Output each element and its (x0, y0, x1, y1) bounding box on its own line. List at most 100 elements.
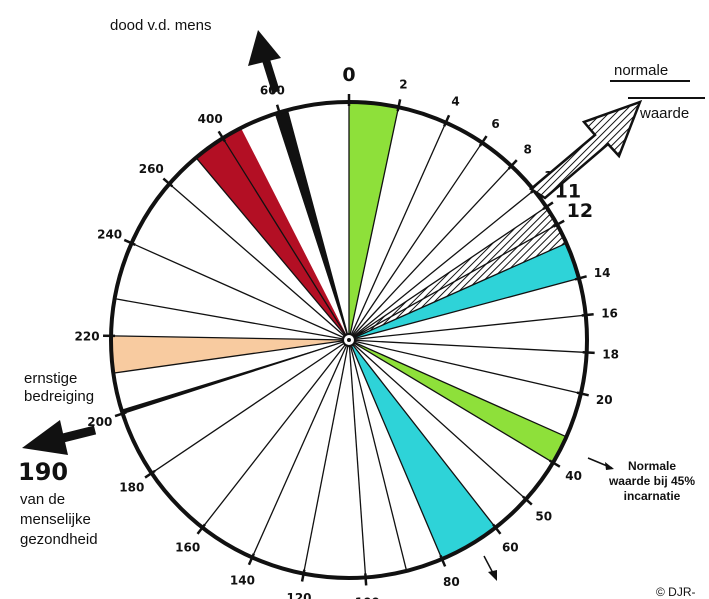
spoke (348, 122, 447, 341)
tick-mark (439, 554, 447, 567)
tick-mark (574, 275, 587, 281)
spoke (348, 242, 567, 341)
tick-label: 160 (175, 540, 200, 554)
spoke (113, 339, 350, 374)
normal-value-label-1: normale (614, 62, 668, 79)
normal-value-arrow (528, 99, 643, 200)
spoke (348, 339, 408, 572)
small-arrow-80 (483, 555, 497, 581)
tick-mark (123, 238, 136, 246)
tick-mark (443, 114, 451, 127)
normal45-label-3: incarnatie (624, 489, 681, 503)
spoke (302, 339, 350, 574)
spoke (348, 339, 582, 395)
tick-label: 60 (502, 540, 519, 554)
spoke (348, 339, 567, 438)
spoke (151, 339, 350, 474)
spoke (286, 109, 350, 341)
spoke (348, 339, 554, 464)
health-label-2: menselijke (20, 511, 91, 528)
tick-mark (396, 99, 402, 112)
tick-mark (300, 569, 306, 582)
tick-mark (542, 201, 554, 211)
dial-hub-dot (347, 338, 351, 342)
tick-mark (144, 469, 156, 479)
spoke (114, 298, 350, 341)
sector-cyan (349, 340, 496, 560)
threat-arrow (22, 420, 97, 455)
tick-mark (492, 523, 502, 535)
spoke (168, 183, 350, 341)
spoke (348, 339, 587, 354)
tick-mark (275, 104, 282, 117)
tick-label: 100 (355, 595, 380, 599)
tick-label: 18 (602, 348, 619, 362)
sector-green (349, 340, 567, 463)
spoke (131, 242, 350, 341)
tick-label: 50 (535, 509, 552, 523)
tick-label: 220 (75, 329, 100, 343)
tick-mark (553, 219, 565, 228)
spoke (348, 206, 547, 341)
tick-label: 16 (601, 307, 618, 321)
tick-label: 80 (443, 575, 460, 589)
tick-mark (217, 130, 227, 143)
tick-label: 8 (524, 142, 532, 156)
tick-label: 200 (87, 415, 112, 429)
tick-mark (114, 411, 127, 418)
tick-label: 120 (286, 591, 311, 599)
tick-label: 0 (342, 64, 355, 86)
tick-mark (548, 459, 561, 468)
tick-label: 180 (119, 481, 144, 495)
spoke-layer (111, 102, 587, 578)
spoke (348, 107, 400, 341)
tick-label: 20 (596, 393, 613, 407)
spoke (201, 339, 350, 528)
tick-label: 11 (555, 180, 581, 202)
sector-cyan (349, 243, 579, 340)
normal45-label-2: waarde bij 45% (608, 474, 695, 488)
tick-label: 14 (594, 266, 611, 280)
tick-label: 260 (139, 162, 164, 176)
threat-label-2: bedreiging (24, 388, 94, 405)
tick-label: 12 (567, 200, 593, 222)
sector-red (196, 127, 349, 340)
spoke (274, 113, 350, 341)
spoke (348, 314, 586, 341)
tick-mark (582, 350, 595, 355)
tick-label: 2 (399, 78, 407, 92)
tick-mark (162, 177, 174, 188)
threshold-label: 190 (18, 458, 68, 486)
spoke (348, 339, 527, 500)
tick-mark (364, 573, 368, 586)
sector-hatched (349, 206, 567, 340)
spoke (348, 165, 512, 341)
sector-peach (110, 335, 349, 374)
tick-mark (478, 135, 488, 147)
spoke (251, 339, 350, 558)
tick-label: 240 (97, 227, 122, 241)
spoke (222, 137, 350, 341)
tick-mark (507, 159, 518, 170)
tick-mark (576, 391, 589, 397)
tick-mark (522, 495, 533, 506)
threat-label-1: ernstige (24, 370, 77, 387)
normal-value-label-2: waarde (639, 105, 689, 122)
spoke (348, 142, 483, 341)
spoke (348, 277, 580, 341)
tick-label: 6 (491, 117, 499, 131)
tick-mark (581, 313, 594, 317)
spoke (348, 339, 443, 560)
normal45-pointer (587, 457, 614, 470)
health-label-1: van de (20, 491, 65, 508)
health-label-3: gezondheid (20, 531, 98, 548)
spoke (122, 339, 350, 415)
death-label: dood v.d. mens (110, 17, 211, 34)
spoke (111, 335, 350, 341)
death-arrow (248, 30, 281, 94)
tick-mark (196, 523, 206, 535)
tick-label: 400 (198, 112, 223, 126)
normal45-label-1: Normale (628, 459, 676, 473)
tick-label: 40 (565, 469, 582, 483)
